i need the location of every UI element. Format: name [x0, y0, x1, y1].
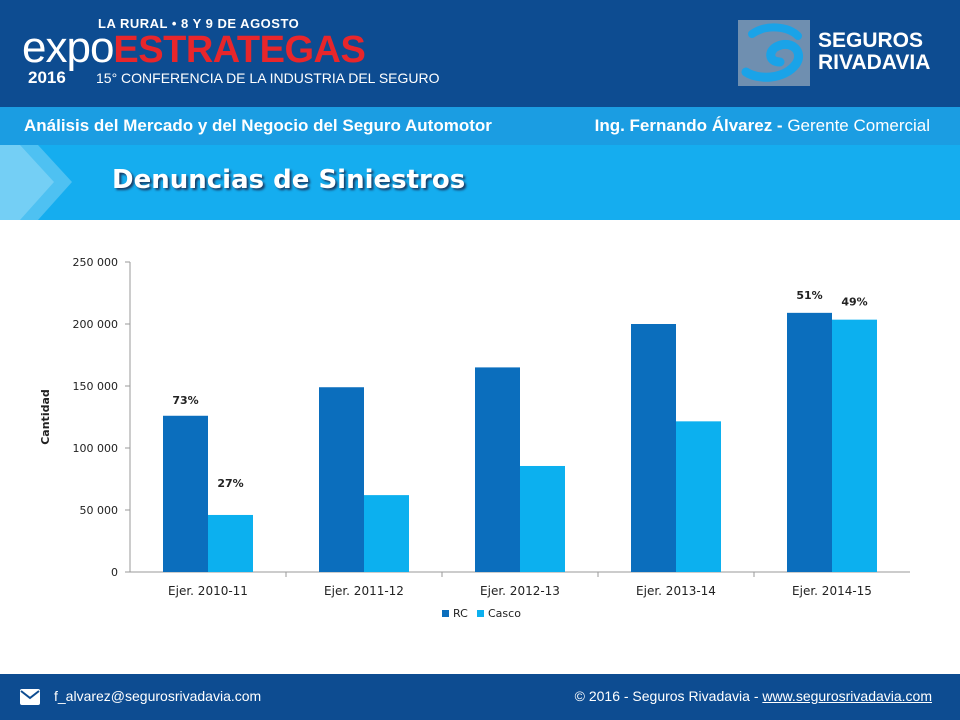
bar-rc-3	[631, 324, 676, 572]
x-tick-label: Ejer. 2014-15	[792, 584, 872, 598]
presenter-name: Ing. Fernando Álvarez -	[594, 116, 783, 135]
data-label: 49%	[841, 296, 867, 309]
contact-email[interactable]: f_alvarez@segurosrivadavia.com	[54, 688, 262, 704]
footer-bar: f_alvarez@segurosrivadavia.com © 2016 - …	[0, 674, 960, 720]
bar-rc-0	[163, 415, 208, 572]
presenter: Ing. Fernando Álvarez - Gerente Comercia…	[595, 116, 930, 136]
y-tick-label: 250 000	[73, 256, 119, 269]
presenter-role: Gerente Comercial	[787, 116, 930, 135]
legend-label-rc: RC	[453, 607, 468, 620]
bar-casco-2	[520, 465, 565, 572]
footer-credits: © 2016 - Seguros Rivadavia - www.seguros…	[575, 688, 932, 704]
chevron-arrow-icon	[0, 145, 72, 220]
legend-label-casco: Casco	[488, 607, 521, 620]
bar-rc-1	[319, 387, 364, 572]
bar-chart: 0 50 000 100 000 150 000 200 000 250 000 Canti…	[39, 256, 910, 620]
x-tick-label: Ejer. 2013-14	[636, 584, 716, 598]
bar-rc-2	[475, 367, 520, 572]
brand-line-1: SEGUROS	[818, 29, 924, 52]
event-date-line: LA RURAL • 8 Y 9 DE AGOSTO	[98, 16, 300, 31]
bar-rc-4	[787, 312, 832, 572]
expo-estrategas-logo: LA RURAL • 8 Y 9 DE AGOSTO expoESTRATEGA…	[22, 12, 440, 102]
y-tick-label: 0	[111, 566, 118, 579]
seguros-rivadavia-logo: SEGUROS RIVADAVIA	[738, 20, 930, 86]
brand-line-2: RIVADAVIA	[818, 51, 931, 74]
bar-casco-1	[364, 495, 409, 572]
y-tick-label: 150 000	[73, 380, 119, 393]
website-link[interactable]: www.segurosrivadavia.com	[762, 688, 932, 704]
bar-casco-0	[208, 514, 253, 572]
data-label: 27%	[217, 477, 243, 490]
expo-wordmark: expoESTRATEGAS	[22, 23, 366, 72]
presentation-topic: Análisis del Mercado y del Negocio del S…	[24, 116, 492, 135]
copyright-text: © 2016 - Seguros Rivadavia -	[574, 688, 759, 704]
mail-icon	[20, 689, 40, 705]
data-label: 51%	[796, 289, 822, 302]
subheader-bar: Análisis del Mercado y del Negocio del S…	[0, 107, 960, 145]
legend-swatch-casco	[477, 610, 484, 617]
data-label: 73%	[172, 394, 198, 407]
y-axis-label: Cantidad	[39, 389, 52, 445]
y-tick-label: 200 000	[73, 318, 119, 331]
header-bar: LA RURAL • 8 Y 9 DE AGOSTO expoESTRATEGA…	[0, 0, 960, 107]
event-year: 2016	[28, 68, 66, 87]
page-title: Denuncias de Siniestros	[112, 165, 466, 195]
rivadavia-emblem-icon	[738, 20, 810, 86]
brand-name: SEGUROS RIVADAVIA	[818, 30, 930, 74]
y-tick-label: 50 000	[80, 504, 119, 517]
bar-casco-3	[676, 421, 721, 572]
legend-swatch-rc	[442, 610, 449, 617]
bar-casco-4	[832, 319, 877, 572]
y-tick-label: 100 000	[73, 442, 119, 455]
x-tick-label: Ejer. 2011-12	[324, 584, 404, 598]
expo-word: expo	[22, 23, 114, 72]
title-band: Denuncias de Siniestros	[0, 145, 960, 220]
conference-name: 15° CONFERENCIA DE LA INDUSTRIA DEL SEGU…	[96, 70, 440, 86]
estrategas-word: ESTRATEGAS	[113, 29, 366, 71]
x-tick-label: Ejer. 2010-11	[168, 584, 248, 598]
x-tick-label: Ejer. 2012-13	[480, 584, 560, 598]
